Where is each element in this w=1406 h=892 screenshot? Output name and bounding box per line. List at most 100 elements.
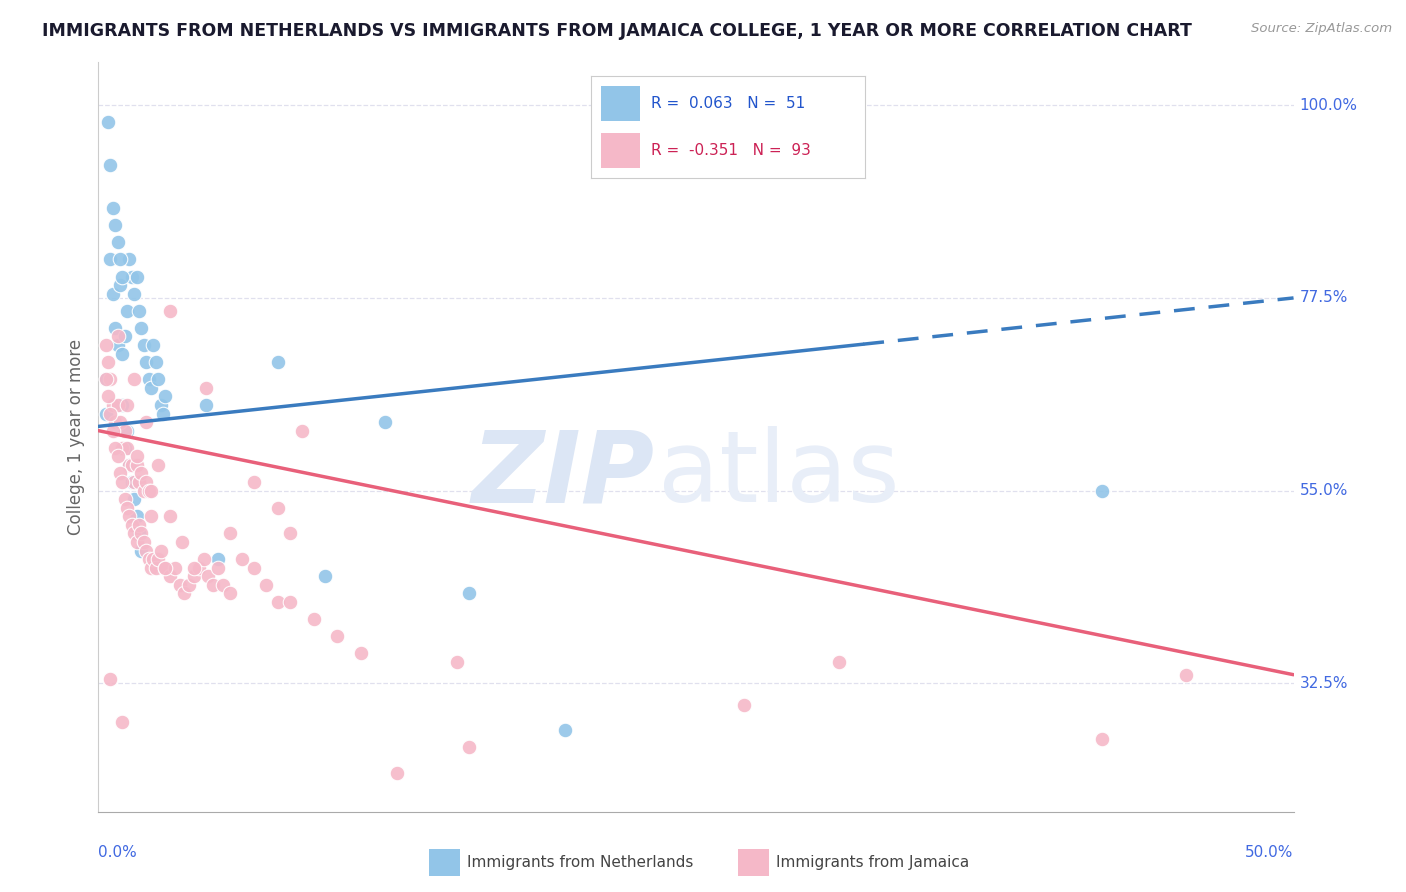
- Point: [104, 218, 127, 232]
- Point: [128, 517, 150, 532]
- Point: [458, 586, 481, 600]
- Point: [1175, 667, 1198, 681]
- Point: [101, 398, 124, 412]
- Point: [128, 303, 150, 318]
- Point: [125, 535, 148, 549]
- Point: [231, 552, 253, 566]
- Point: [183, 569, 205, 583]
- Point: [135, 415, 157, 429]
- Point: [145, 355, 167, 369]
- Point: [121, 475, 143, 489]
- Text: 32.5%: 32.5%: [1299, 676, 1348, 690]
- Point: [195, 398, 218, 412]
- Point: [114, 424, 136, 438]
- Point: [291, 424, 314, 438]
- Point: [135, 355, 157, 369]
- Point: [326, 629, 349, 643]
- Point: [155, 560, 177, 574]
- Bar: [602, 133, 640, 168]
- Text: 55.0%: 55.0%: [1299, 483, 1348, 498]
- Text: 0.0%: 0.0%: [98, 846, 138, 861]
- Point: [733, 698, 755, 712]
- Y-axis label: College, 1 year or more: College, 1 year or more: [66, 339, 84, 535]
- Point: [94, 372, 117, 386]
- Point: [118, 458, 141, 472]
- Point: [267, 595, 290, 609]
- Point: [139, 381, 162, 395]
- Point: [128, 475, 150, 489]
- Point: [1091, 731, 1114, 746]
- Point: [148, 458, 170, 472]
- Text: 50.0%: 50.0%: [1246, 846, 1294, 861]
- Point: [111, 269, 134, 284]
- Bar: [602, 87, 640, 121]
- Point: [302, 612, 325, 626]
- Point: [98, 407, 122, 421]
- Point: [132, 483, 155, 498]
- Point: [124, 526, 146, 541]
- Point: [101, 286, 124, 301]
- Point: [128, 526, 150, 541]
- Point: [107, 450, 129, 464]
- Point: [202, 578, 225, 592]
- Point: [114, 441, 136, 455]
- Point: [131, 526, 153, 541]
- Point: [101, 424, 124, 438]
- Point: [163, 560, 186, 574]
- Point: [131, 321, 153, 335]
- Point: [101, 201, 124, 215]
- Point: [385, 766, 409, 780]
- Point: [111, 475, 134, 489]
- Point: [155, 389, 177, 403]
- Text: Immigrants from Jamaica: Immigrants from Jamaica: [776, 855, 969, 870]
- Point: [173, 586, 195, 600]
- Point: [159, 569, 181, 583]
- Point: [139, 509, 162, 524]
- Point: [98, 672, 122, 686]
- Point: [148, 372, 170, 386]
- Point: [149, 543, 172, 558]
- Point: [207, 560, 229, 574]
- Point: [111, 714, 134, 729]
- Point: [138, 372, 160, 386]
- Point: [278, 526, 301, 541]
- Text: Immigrants from Netherlands: Immigrants from Netherlands: [467, 855, 693, 870]
- Point: [115, 441, 138, 455]
- Point: [114, 492, 136, 507]
- Point: [124, 372, 146, 386]
- Point: [115, 303, 138, 318]
- Text: R =  0.063   N =  51: R = 0.063 N = 51: [651, 96, 806, 111]
- Point: [152, 407, 174, 421]
- Point: [125, 509, 148, 524]
- Point: [115, 398, 138, 412]
- Text: atlas: atlas: [658, 426, 900, 523]
- Point: [374, 415, 396, 429]
- Point: [159, 303, 181, 318]
- Point: [211, 578, 233, 592]
- Point: [111, 398, 134, 412]
- Point: [104, 415, 127, 429]
- Point: [111, 346, 134, 360]
- Point: [138, 483, 160, 498]
- Point: [94, 338, 117, 352]
- Point: [169, 578, 191, 592]
- Point: [107, 398, 129, 412]
- Point: [350, 646, 373, 660]
- Text: 100.0%: 100.0%: [1299, 98, 1358, 112]
- Text: 77.5%: 77.5%: [1299, 291, 1348, 305]
- Point: [115, 424, 138, 438]
- Point: [132, 535, 155, 549]
- Point: [131, 543, 153, 558]
- Text: R =  -0.351   N =  93: R = -0.351 N = 93: [651, 144, 811, 158]
- Point: [108, 467, 131, 481]
- Point: [98, 372, 122, 386]
- Point: [267, 355, 290, 369]
- Point: [107, 329, 129, 343]
- Point: [121, 269, 143, 284]
- Text: ZIP: ZIP: [471, 426, 654, 523]
- Point: [446, 655, 468, 669]
- Point: [179, 578, 201, 592]
- Point: [219, 586, 242, 600]
- Point: [118, 252, 141, 267]
- Point: [243, 475, 266, 489]
